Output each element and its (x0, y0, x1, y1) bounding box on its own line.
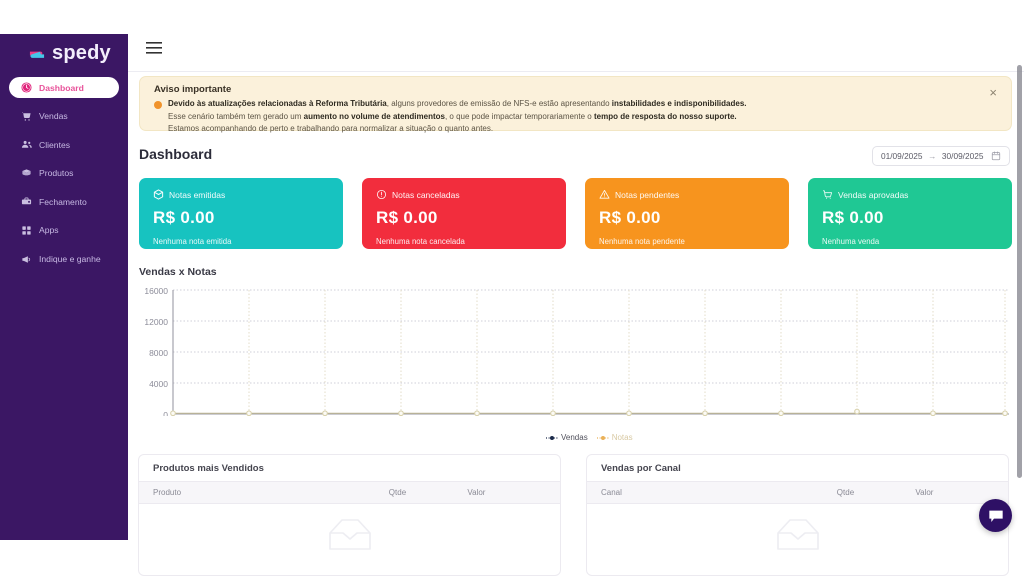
svg-text:8000: 8000 (149, 348, 168, 358)
svg-text:12000: 12000 (144, 317, 168, 327)
svg-text:4000: 4000 (149, 379, 168, 389)
svg-text:0: 0 (163, 410, 168, 416)
svg-text:16000: 16000 (144, 288, 168, 296)
